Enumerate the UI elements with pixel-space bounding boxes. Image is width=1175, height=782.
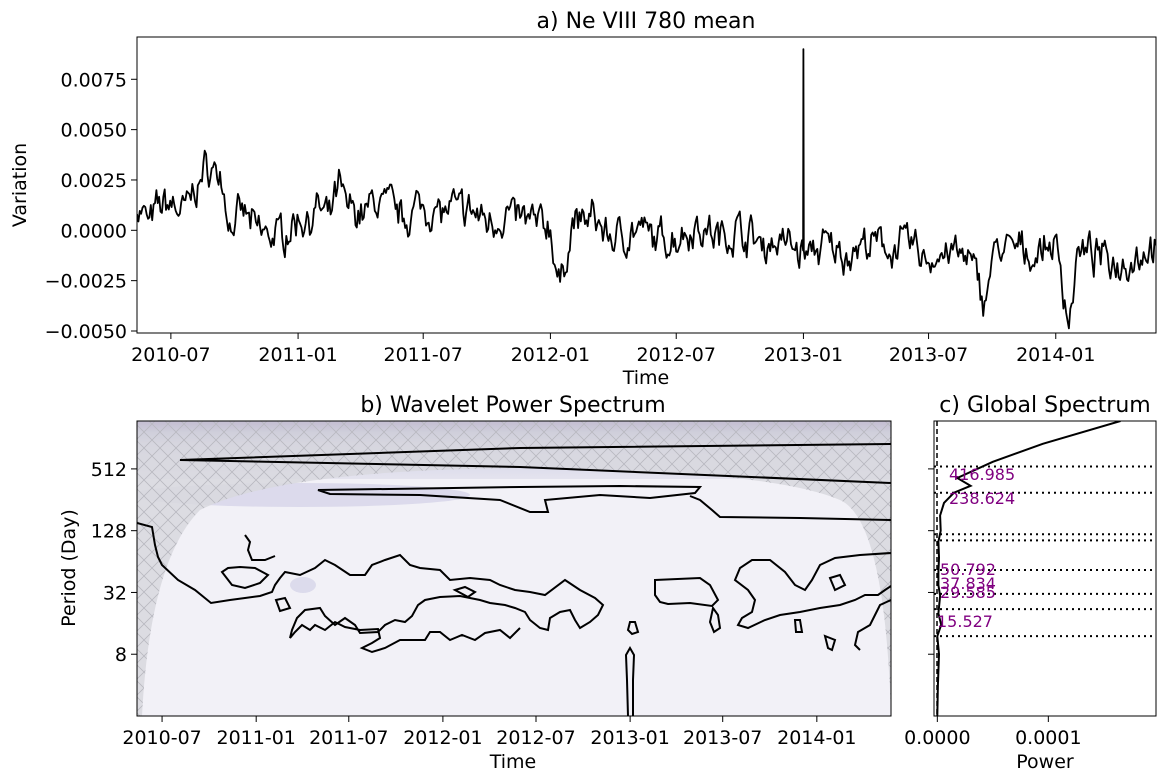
panel-a-y-label: Variation bbox=[9, 143, 31, 227]
wavelet-power-patch bbox=[290, 577, 316, 593]
panel-c-y-ticks bbox=[928, 468, 934, 655]
panel-b-y-ticks: 8 32 128 512 bbox=[91, 459, 137, 666]
panel-a: a) Ne VIII 780 mean −0.0050 −0.0025 0.0000… bbox=[9, 9, 1157, 389]
significance-contour bbox=[708, 605, 722, 634]
significance-contour bbox=[624, 645, 636, 716]
panel-b-y-tick-label: 32 bbox=[103, 582, 127, 604]
significance-contour bbox=[689, 495, 891, 521]
panel-a-x-label: Time bbox=[622, 367, 670, 389]
panel-c-x-label: Power bbox=[1016, 751, 1074, 773]
panel-a-y-tick-label: −0.0050 bbox=[45, 321, 127, 343]
significance-contour bbox=[179, 443, 891, 484]
panel-c-dotted-lines bbox=[934, 465, 1156, 638]
panel-b-x-tick-label: 2011-07 bbox=[309, 727, 388, 749]
significance-contour bbox=[733, 552, 891, 630]
panel-a-x-tick-label: 2013-01 bbox=[764, 344, 843, 366]
panel-a-y-tick-label: 0.0075 bbox=[61, 69, 127, 91]
panel-a-x-tick-label: 2014-01 bbox=[1016, 344, 1095, 366]
panel-c-x-tick-label: 0.0000 bbox=[904, 727, 970, 749]
panel-a-y-tick-label: 0.0025 bbox=[61, 170, 127, 192]
significance-contour bbox=[137, 522, 605, 654]
significance-contour bbox=[793, 619, 804, 633]
significance-contour bbox=[823, 634, 837, 652]
panel-a-x-ticks: 2010-07 2011-01 2011-07 2012-01 2012-07 2013-… bbox=[131, 333, 1095, 366]
panel-b-x-tick-label: 2012-07 bbox=[496, 727, 575, 749]
panel-a-y-tick-label: 0.0000 bbox=[61, 220, 127, 242]
panel-c-peak-label: 416.985 bbox=[949, 465, 1015, 484]
panel-a-series-line bbox=[137, 48, 1156, 330]
panel-c-x-tick-label: 0.0001 bbox=[1015, 727, 1081, 749]
panel-a-x-tick-label: 2012-01 bbox=[511, 344, 590, 366]
panel-c-frame bbox=[933, 420, 1157, 717]
panel-b-title: b) Wavelet Power Spectrum bbox=[360, 393, 665, 418]
significance-contour bbox=[220, 565, 270, 590]
panel-c-peak-label: 29.585 bbox=[940, 583, 996, 602]
panel-b-x-tick-label: 2013-07 bbox=[683, 727, 762, 749]
panel-b-y-tick-label: 512 bbox=[91, 459, 127, 481]
panel-a-x-tick-label: 2012-07 bbox=[637, 344, 716, 366]
panel-b-x-ticks: 2010-07 2011-01 2011-07 2012-01 2012-07 2013-… bbox=[122, 716, 857, 749]
panel-c-spectrum-line bbox=[936, 421, 1121, 716]
panel-c-peak-label: 238.624 bbox=[949, 489, 1015, 508]
panel-a-frame bbox=[136, 36, 1157, 334]
panel-b-y-tick-label: 128 bbox=[91, 521, 127, 543]
panel-b: b) Wavelet Power Spectrum bbox=[58, 393, 892, 773]
panel-c-peak-label: 50.792 bbox=[940, 560, 996, 579]
significance-contour bbox=[452, 585, 477, 599]
panel-c-peak-label: 15.527 bbox=[937, 612, 993, 631]
significance-contours bbox=[137, 443, 891, 716]
panel-a-x-tick-label: 2010-07 bbox=[131, 344, 210, 366]
panel-b-x-tick-label: 2013-01 bbox=[590, 727, 669, 749]
panel-b-y-tick-label: 8 bbox=[115, 644, 127, 666]
significance-contour bbox=[853, 599, 891, 651]
panel-b-x-label: Time bbox=[489, 751, 537, 773]
significance-contour bbox=[274, 596, 292, 613]
panel-a-y-tick-label: −0.0025 bbox=[45, 271, 127, 293]
panel-c-title: c) Global Spectrum bbox=[939, 393, 1150, 418]
panel-b-x-tick-label: 2014-01 bbox=[777, 727, 856, 749]
significance-contour bbox=[317, 484, 703, 513]
panel-a-y-tick-label: 0.0050 bbox=[61, 120, 127, 142]
panel-b-x-tick-label: 2010-07 bbox=[122, 727, 201, 749]
panel-c-peak-label: 37.834 bbox=[940, 574, 996, 593]
panel-b-x-tick-label: 2012-01 bbox=[403, 727, 482, 749]
panel-a-x-tick-label: 2013-07 bbox=[889, 344, 968, 366]
panel-a-title: a) Ne VIII 780 mean bbox=[537, 9, 756, 34]
panel-a-x-tick-label: 2011-01 bbox=[258, 344, 337, 366]
panel-c: c) Global Spectrum 416.985 238.624 50.7923… bbox=[904, 393, 1157, 773]
significance-contour bbox=[244, 534, 276, 561]
significance-contour bbox=[828, 573, 847, 592]
panel-b-frame bbox=[136, 420, 892, 717]
cone-of-influence-hatch bbox=[137, 421, 891, 716]
panel-c-x-ticks: 0.0000 0.0001 bbox=[904, 716, 1082, 749]
significance-contour bbox=[654, 576, 720, 608]
panel-b-y-label: Period (Day) bbox=[58, 509, 80, 627]
panel-a-x-tick-label: 2011-07 bbox=[384, 344, 463, 366]
panel-a-y-ticks: −0.0050 −0.0025 0.0000 0.0025 0.0050 0.0075 bbox=[45, 69, 137, 343]
significance-contour bbox=[626, 621, 640, 636]
panel-b-x-tick-label: 2011-01 bbox=[216, 727, 295, 749]
